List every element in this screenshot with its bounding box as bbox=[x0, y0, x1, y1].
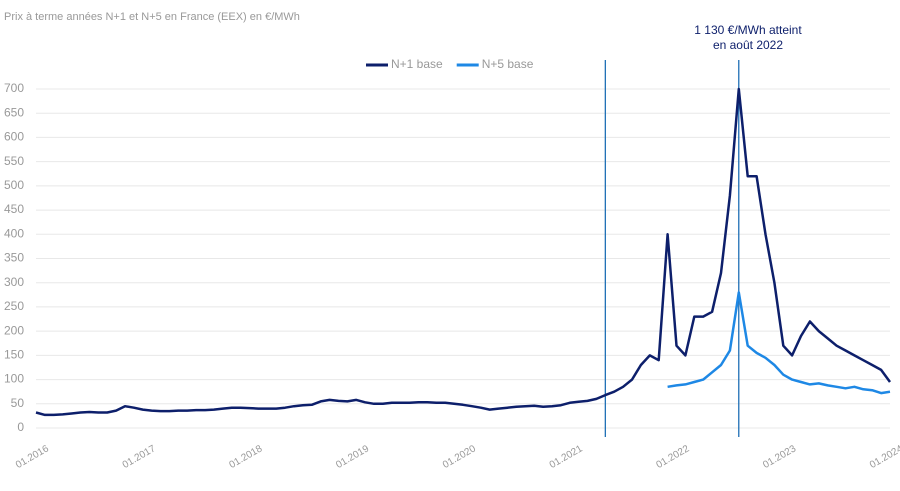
annotation: en août 2022 bbox=[713, 38, 783, 52]
y-tick-label: 450 bbox=[4, 202, 24, 216]
x-tick-label: 01.2020 bbox=[441, 443, 478, 471]
y-tick-label: 400 bbox=[4, 226, 24, 240]
y-tick-label: 150 bbox=[4, 348, 24, 362]
series-line bbox=[667, 291, 891, 395]
y-tick-label: 700 bbox=[4, 81, 24, 95]
x-tick-label: 01.2023 bbox=[761, 443, 798, 471]
x-tick-label: 01.2018 bbox=[228, 443, 265, 471]
x-tick-label: 01.2022 bbox=[655, 443, 692, 471]
y-tick-label: 200 bbox=[4, 323, 24, 337]
y-tick-label: 50 bbox=[11, 396, 25, 410]
y-tick-label: 0 bbox=[17, 420, 24, 434]
y-tick-label: 100 bbox=[4, 372, 24, 386]
y-tick-label: 550 bbox=[4, 154, 24, 168]
series-line bbox=[35, 87, 892, 417]
x-tick-label: 01.2019 bbox=[334, 443, 371, 471]
y-tick-label: 500 bbox=[4, 178, 24, 192]
legend-label: N+5 base bbox=[482, 57, 534, 71]
y-tick-label: 600 bbox=[4, 130, 24, 144]
y-tick-label: 300 bbox=[4, 275, 24, 289]
chart-title: Prix à terme années N+1 et N+5 en France… bbox=[4, 11, 300, 23]
y-tick-label: 650 bbox=[4, 105, 24, 119]
x-tick-label: 01.2016 bbox=[14, 443, 51, 471]
y-tick-label: 350 bbox=[4, 251, 24, 265]
annotation: 1 130 €/MWh atteint bbox=[694, 23, 802, 37]
legend-label: N+1 base bbox=[391, 57, 443, 71]
x-tick-label: 01.2021 bbox=[548, 443, 585, 471]
x-tick-label: 01.2024 bbox=[868, 443, 900, 471]
y-tick-label: 250 bbox=[4, 299, 24, 313]
x-tick-label: 01.2017 bbox=[121, 443, 158, 471]
